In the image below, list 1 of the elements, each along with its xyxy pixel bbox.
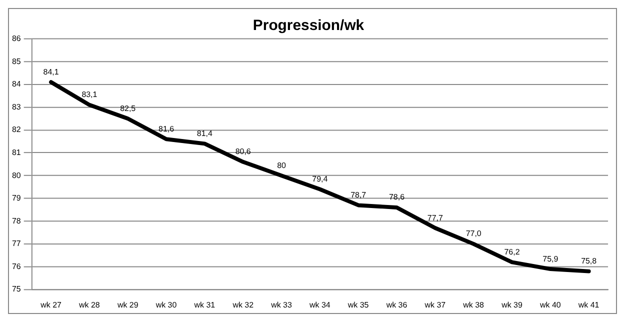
chart-title: Progression/wk	[252, 17, 365, 34]
